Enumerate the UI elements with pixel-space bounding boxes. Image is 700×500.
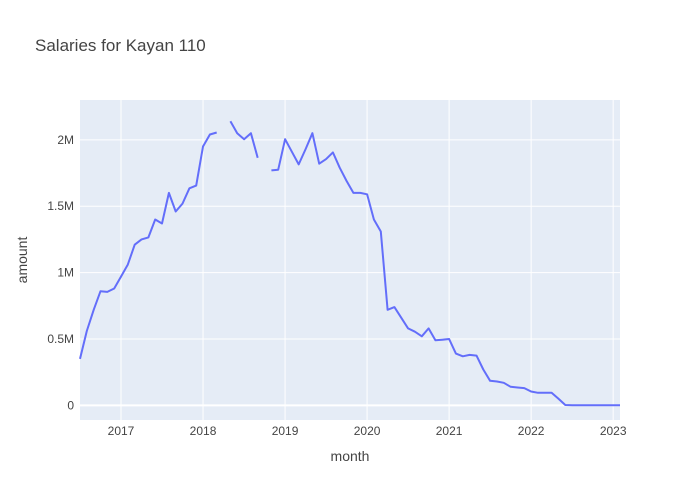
x-tick-label: 2018 [190,424,217,438]
chart-title: Salaries for Kayan 110 [35,36,206,55]
y-tick-label: 2M [57,133,74,147]
y-axis-title: amount [14,237,30,284]
x-tick-label: 2017 [108,424,135,438]
series-line-segment [229,120,259,159]
y-tick-label: 0.5M [47,332,74,346]
plot-area [80,100,620,420]
y-gridlines [80,139,620,407]
series-line-segment [79,131,217,360]
x-tick-label: 2023 [600,424,627,438]
y-tick-label: 1M [57,266,74,280]
x-axis-title: month [331,448,370,464]
x-tick-label: 2021 [436,424,463,438]
x-tick-label: 2020 [354,424,381,438]
x-gridlines [120,100,614,420]
y-tick-labels: 0 0.5M 1M 1.5M 2M [47,133,74,413]
series-line-segment [271,132,620,407]
series-lines [79,120,620,407]
x-tick-label: 2022 [518,424,545,438]
x-tick-labels: 2017 2018 2019 2020 2021 2022 2023 [108,424,627,438]
y-tick-label: 1.5M [47,199,74,213]
x-tick-label: 2019 [272,424,299,438]
y-tick-label: 0 [67,398,74,412]
